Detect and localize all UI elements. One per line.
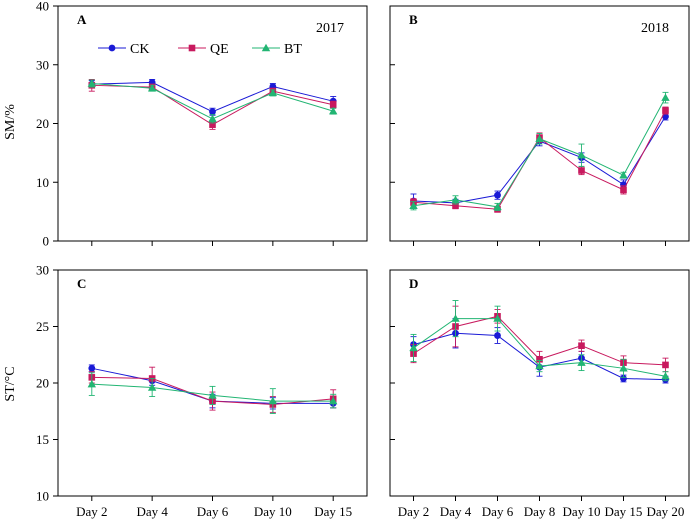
- panel-a: 0 10 20 30 40 SM/% A 2017 CK QE BT: [3, 0, 368, 249]
- x-tick-label: Day 4: [440, 504, 472, 519]
- data-point: [88, 364, 96, 372]
- legend-label: QE: [210, 42, 229, 57]
- legend-marker: [108, 44, 116, 52]
- legend-item-qe: QE: [178, 42, 229, 57]
- series-line: [413, 97, 666, 208]
- data-point: [208, 391, 217, 399]
- y-tick-label: 25: [36, 319, 49, 334]
- data-point: [493, 314, 502, 322]
- data-point: [451, 195, 460, 204]
- y-tick-label: 40: [36, 0, 49, 14]
- legend-label: CK: [130, 42, 149, 57]
- data-point: [661, 93, 670, 101]
- y-tick-label: 10: [36, 489, 49, 504]
- x-tick-label: Day 6: [197, 504, 229, 519]
- data-point: [409, 343, 418, 352]
- y-tick-label: 0: [43, 234, 50, 249]
- y-axis-title: SM/%: [3, 104, 18, 140]
- x-tick-label: Day 2: [398, 504, 429, 519]
- data-point: [268, 396, 278, 405]
- data-point: [662, 361, 669, 369]
- data-point: [578, 167, 585, 174]
- legend-item-ck: CK: [98, 42, 149, 57]
- panel-letter: C: [77, 276, 86, 291]
- x-tick-label: Day 20: [647, 504, 685, 519]
- series-ck: [410, 112, 669, 209]
- data-point: [268, 88, 278, 97]
- panel-letter: D: [409, 276, 418, 291]
- panel-letter: B: [409, 12, 418, 27]
- x-tick-label: Day 4: [136, 504, 168, 519]
- y-tick-label: 20: [36, 376, 49, 391]
- series-qe: [410, 106, 669, 213]
- data-point: [661, 372, 670, 380]
- series-bt: [409, 91, 670, 211]
- data-point: [209, 108, 216, 116]
- legend: CK QE BT: [98, 42, 302, 57]
- y-tick-label: 20: [36, 116, 49, 131]
- panel-frame: [389, 5, 690, 242]
- series-bt: [409, 300, 670, 382]
- data-point: [87, 379, 96, 388]
- year-label: 2017: [316, 21, 344, 36]
- panel-frame: [389, 269, 690, 497]
- data-point: [493, 202, 502, 211]
- y-tick-label: 10: [36, 175, 49, 190]
- data-point: [208, 114, 217, 122]
- series-line: [413, 116, 666, 204]
- data-point: [620, 186, 627, 194]
- panel-b: B 2018: [389, 5, 690, 246]
- data-point: [577, 151, 586, 159]
- data-point: [329, 101, 337, 108]
- data-point: [451, 314, 460, 322]
- data-point: [494, 332, 501, 339]
- data-point: [535, 361, 544, 370]
- y-tick-label: 30: [36, 57, 49, 72]
- x-tick-label: Day 10: [254, 504, 292, 519]
- legend-item-bt: BT: [252, 42, 302, 57]
- series-bt: [87, 79, 338, 124]
- data-point: [147, 383, 157, 391]
- legend-marker: [188, 44, 196, 52]
- data-point: [619, 364, 628, 372]
- data-point: [536, 355, 543, 363]
- panel-c: 10 15 20 25 30 Day 2 Day 4 Day 6 Day 10 Day 15 ST/…: [3, 263, 368, 519]
- year-label: 2018: [641, 21, 669, 36]
- data-point: [329, 106, 338, 115]
- data-point: [87, 79, 96, 87]
- data-point: [577, 358, 586, 366]
- x-tick-label: Day 2: [76, 504, 107, 519]
- data-point: [409, 201, 418, 209]
- data-point: [535, 134, 544, 142]
- x-tick-label: Day 15: [314, 504, 352, 519]
- panel-d: Day 2 Day 4 Day 6 Day 8 Day 10 Day 15 Day 20 D: [389, 269, 690, 519]
- data-point: [619, 171, 628, 179]
- y-axis-title: ST/°C: [3, 366, 18, 401]
- series-ck: [410, 318, 669, 384]
- series-bt: [87, 372, 338, 414]
- x-tick-label: Day 10: [563, 504, 601, 519]
- legend-marker: [261, 43, 271, 52]
- data-point: [662, 107, 669, 114]
- x-tick-label: Day 15: [605, 504, 643, 519]
- y-tick-label: 30: [36, 263, 49, 278]
- panel-letter: A: [77, 12, 87, 27]
- x-tick-label: Day 8: [524, 504, 555, 519]
- data-point: [209, 121, 216, 128]
- x-tick-label: Day 6: [482, 504, 514, 519]
- data-point: [452, 202, 459, 210]
- series-line: [413, 110, 666, 210]
- data-point: [578, 342, 585, 350]
- data-point: [494, 191, 501, 199]
- data-point: [147, 84, 157, 92]
- legend-label: BT: [284, 42, 302, 57]
- data-point: [329, 396, 338, 405]
- panel-frame: [57, 269, 368, 497]
- y-tick-label: 15: [36, 432, 49, 447]
- data-point: [620, 375, 627, 382]
